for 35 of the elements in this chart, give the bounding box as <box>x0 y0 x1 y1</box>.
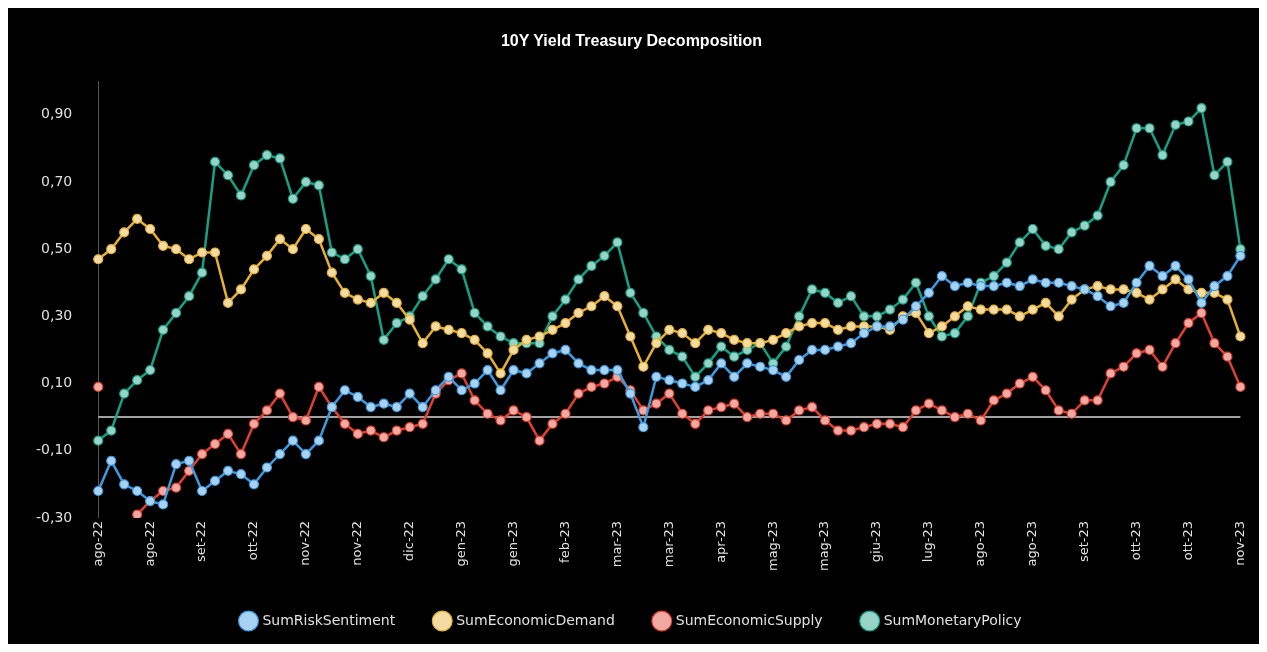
y-tick-label: 0,70 <box>41 172 73 189</box>
y-tick-label: -0,30 <box>35 508 73 525</box>
legend-label: SumMonetaryPolicy <box>883 611 1022 628</box>
legend-label: SumRiskSentiment <box>262 611 396 628</box>
y-tick-label: -0,10 <box>35 441 73 458</box>
x-tick-label: ago-23 <box>972 520 988 567</box>
x-tick-label: ago-22 <box>141 520 157 567</box>
y-tick-label: 0,90 <box>41 105 73 122</box>
legend-label: SumEconomicDemand <box>456 611 615 628</box>
x-tick-label: lug-23 <box>920 520 936 563</box>
x-tick-label: set-23 <box>1076 520 1092 562</box>
x-tick-label: ott-23 <box>1127 520 1143 561</box>
x-tick-label: nov-22 <box>297 520 313 566</box>
x-tick-label: ott-22 <box>245 520 261 561</box>
x-tick-label: mag-23 <box>816 520 832 572</box>
x-tick-label: mar-23 <box>660 520 676 568</box>
x-tick-label: dic-22 <box>401 520 417 562</box>
x-tick-label: feb-23 <box>556 520 572 563</box>
x-tick-label: apr-23 <box>712 520 728 563</box>
x-tick-label: ago-22 <box>89 520 105 567</box>
y-tick-label: 0,50 <box>41 239 73 256</box>
y-tick-label: 0,10 <box>41 374 73 391</box>
x-tick-label: set-22 <box>193 520 209 562</box>
chart-title: 10Y Yield Treasury Decomposition <box>500 32 763 50</box>
x-tick-label: giu-23 <box>868 520 884 563</box>
x-tick-label: mag-23 <box>764 520 780 572</box>
y-tick-label: 0,30 <box>41 306 73 323</box>
x-tick-label: gen-23 <box>453 520 469 567</box>
x-tick-label: gen-23 <box>504 520 520 567</box>
x-tick-label: mar-23 <box>608 520 624 568</box>
x-tick-label: nov-23 <box>1231 520 1247 566</box>
x-tick-label: nov-22 <box>349 520 365 566</box>
legend-label: SumEconomicSupply <box>675 611 823 628</box>
x-tick-label: ago-23 <box>1024 520 1040 567</box>
x-tick-label: ott-23 <box>1179 520 1195 561</box>
